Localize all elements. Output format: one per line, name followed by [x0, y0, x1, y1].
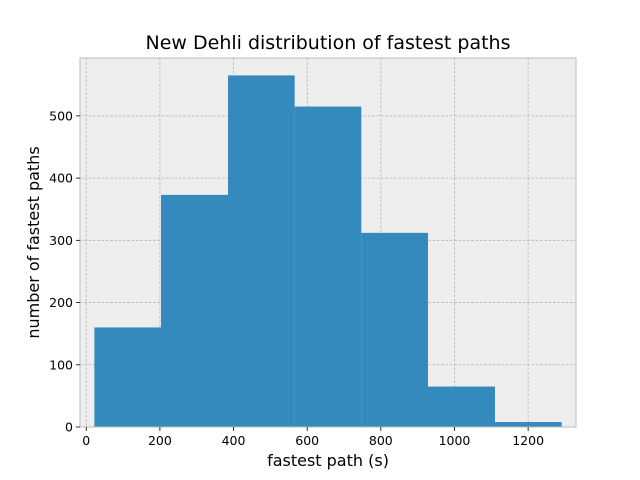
histogram-bar	[161, 194, 229, 427]
x-tick-label: 200	[148, 433, 172, 448]
y-tick-label: 500	[49, 108, 73, 123]
x-tick-label: 1000	[439, 433, 471, 448]
histogram-bar	[94, 327, 162, 427]
x-tick-label: 800	[369, 433, 393, 448]
y-axis-ticks: 0 100 200 300 400 500	[49, 108, 80, 435]
x-tick-label: 1200	[512, 433, 544, 448]
chart-title: New Dehli distribution of fastest paths	[146, 32, 511, 54]
histogram-bar	[294, 106, 362, 427]
y-tick-label: 0	[65, 420, 73, 435]
histogram-bar	[228, 75, 295, 427]
y-axis-label: number of fastest paths	[24, 146, 43, 338]
y-tick-label: 100	[49, 357, 73, 372]
y-tick-label: 400	[49, 171, 73, 186]
y-tick-label: 200	[49, 295, 73, 310]
x-axis-label: fastest path (s)	[267, 451, 389, 470]
x-tick-label: 400	[222, 433, 246, 448]
plot-border	[79, 57, 577, 428]
y-tick-label: 300	[49, 233, 73, 248]
x-tick-label: 0	[82, 433, 90, 448]
x-tick-label: 600	[295, 433, 319, 448]
histogram-bar	[427, 386, 495, 427]
histogram-bar	[494, 422, 562, 427]
histogram-bar	[361, 232, 428, 427]
x-axis-ticks: 0 200 400 600 800 1000 1200	[82, 427, 544, 448]
histogram-bars	[94, 75, 562, 427]
